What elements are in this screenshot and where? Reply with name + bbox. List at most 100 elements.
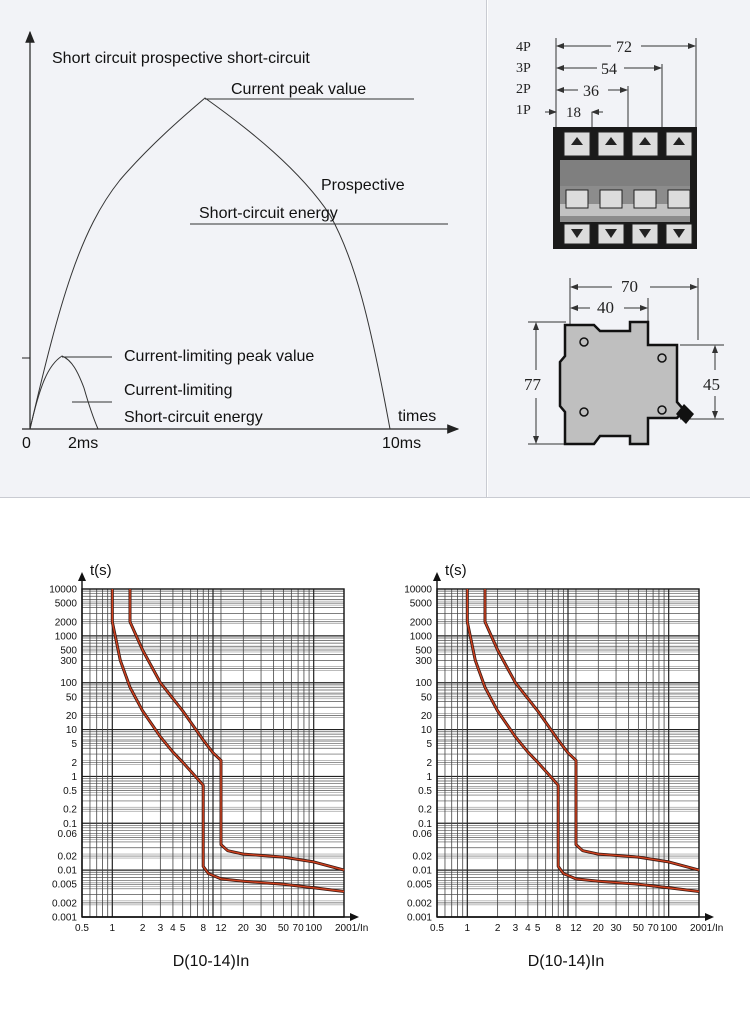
y-tick-label: 2: [426, 758, 432, 769]
y-tick-label: 2000: [55, 617, 78, 628]
trip-curve-line: [466, 589, 700, 893]
panel-divider-horizontal: [0, 497, 750, 498]
x-axis-arrow: [350, 913, 359, 921]
width-value-1p: 18: [566, 105, 581, 121]
limiting-peak-label: Current-limiting peak value: [124, 348, 314, 365]
y-tick-label: 20: [421, 711, 433, 722]
height-front-value: 45: [703, 375, 720, 394]
prospective-energy-label: Short-circuit energy: [199, 205, 338, 222]
tick-0: 0: [22, 435, 31, 452]
trip-curve-line: [129, 589, 345, 871]
depth-total-value: 70: [621, 277, 638, 296]
width-value-2p: 36: [583, 83, 599, 100]
y-tick-label: 0.01: [413, 866, 433, 877]
y-tick-label: 0.1: [418, 819, 432, 830]
x-tick-label: 70: [293, 923, 305, 934]
chart-title: D(10-14)In: [173, 953, 249, 970]
y-tick-label: 1000: [410, 631, 433, 642]
y-axis-title: t(s): [445, 562, 467, 579]
diagram-title: Short circuit prospective short-circuit: [52, 50, 310, 67]
trip-curve-line: [484, 589, 700, 871]
x-tick-label: 70: [648, 923, 660, 934]
x-axis-label: times: [398, 408, 436, 425]
y-tick-label: 50: [66, 692, 78, 703]
x-tick-label: 5: [180, 923, 186, 934]
y-tick-label: 300: [60, 656, 77, 667]
y-tick-label: 500: [60, 645, 77, 656]
y-tick-label: 0.002: [407, 898, 432, 909]
y-tick-label: 300: [415, 656, 432, 667]
height-total-value: 77: [524, 375, 542, 394]
x-tick-label: 2001/In: [690, 923, 723, 934]
breaker-side-view: [558, 320, 694, 446]
chart-title: D(10-14)In: [528, 953, 604, 970]
y-tick-label: 0.2: [63, 805, 77, 816]
y-tick-label: 2000: [410, 617, 433, 628]
y-tick-label: 0.001: [52, 913, 77, 924]
y-tick-label: 10000: [404, 585, 432, 596]
y-tick-label: 5000: [55, 599, 78, 610]
y-tick-label: 20: [66, 711, 78, 722]
pole-label-2p: 2P: [516, 82, 531, 97]
y-tick-label: 5: [71, 739, 77, 750]
y-tick-label: 5: [426, 739, 432, 750]
x-tick-label: 3: [513, 923, 519, 934]
x-axis-arrow: [705, 913, 714, 921]
y-tick-label: 0.02: [58, 852, 78, 863]
y-tick-label: 0.005: [52, 880, 77, 891]
limiting-current-curve: [29, 355, 99, 430]
x-tick-label: 5: [535, 923, 541, 934]
width-value-3p: 54: [601, 61, 617, 78]
x-tick-label: 20: [238, 923, 250, 934]
y-tick-label: 5000: [410, 599, 433, 610]
y-tick-label: 0.005: [407, 880, 432, 891]
y-axis-arrow: [433, 572, 441, 581]
x-tick-label: 20: [593, 923, 605, 934]
y-tick-label: 0.1: [63, 819, 77, 830]
breaker-front-view: [553, 127, 697, 249]
x-tick-label: 8: [555, 923, 561, 934]
y-tick-label: 1000: [55, 631, 78, 642]
tick-2ms: 2ms: [68, 435, 98, 452]
x-tick-label: 3: [158, 923, 164, 934]
depth-front-value: 40: [597, 298, 614, 317]
x-tick-label: 100: [660, 923, 677, 934]
y-axis-arrow: [78, 572, 86, 581]
prospective-current-curve: [29, 97, 391, 430]
tick-10ms: 10ms: [382, 435, 421, 452]
trip-curve-line: [111, 589, 345, 893]
y-tick-label: 50: [421, 692, 433, 703]
x-tick-label: 2: [495, 923, 501, 934]
panel-divider-vertical: [486, 0, 487, 498]
y-tick-label: 0.02: [413, 852, 433, 863]
pole-label-1p: 1P: [516, 103, 531, 118]
limiting-energy-label: Short-circuit energy: [124, 409, 263, 426]
y-tick-label: 2: [71, 758, 77, 769]
y-tick-label: 100: [60, 678, 77, 689]
current-waveform-diagram: Short circuit prospective short-circuit …: [22, 30, 460, 452]
x-tick-label: 4: [525, 923, 531, 934]
x-tick-label: 12: [570, 923, 582, 934]
x-tick-label: 8: [200, 923, 206, 934]
y-tick-label: 0.06: [413, 829, 433, 840]
y-tick-label: 0.002: [52, 898, 77, 909]
y-axis-title: t(s): [90, 562, 112, 579]
x-tick-label: 12: [215, 923, 227, 934]
y-tick-label: 0.06: [58, 829, 78, 840]
x-tick-label: 2: [140, 923, 146, 934]
front-view-drawing: 4P 3P 2P 1P 72 54 36 18: [516, 38, 724, 446]
x-tick-label: 1: [465, 923, 471, 934]
y-tick-label: 500: [415, 645, 432, 656]
y-tick-label: 10: [421, 725, 433, 736]
prospective-label: Prospective: [321, 177, 405, 194]
x-tick-label: 50: [278, 923, 290, 934]
y-tick-label: 100: [415, 678, 432, 689]
x-tick-label: 4: [170, 923, 176, 934]
y-tick-label: 10: [66, 725, 78, 736]
pole-label-3p: 3P: [516, 61, 531, 76]
width-value-4p: 72: [616, 39, 632, 56]
y-tick-label: 0.01: [58, 866, 78, 877]
x-tick-label: 50: [633, 923, 645, 934]
